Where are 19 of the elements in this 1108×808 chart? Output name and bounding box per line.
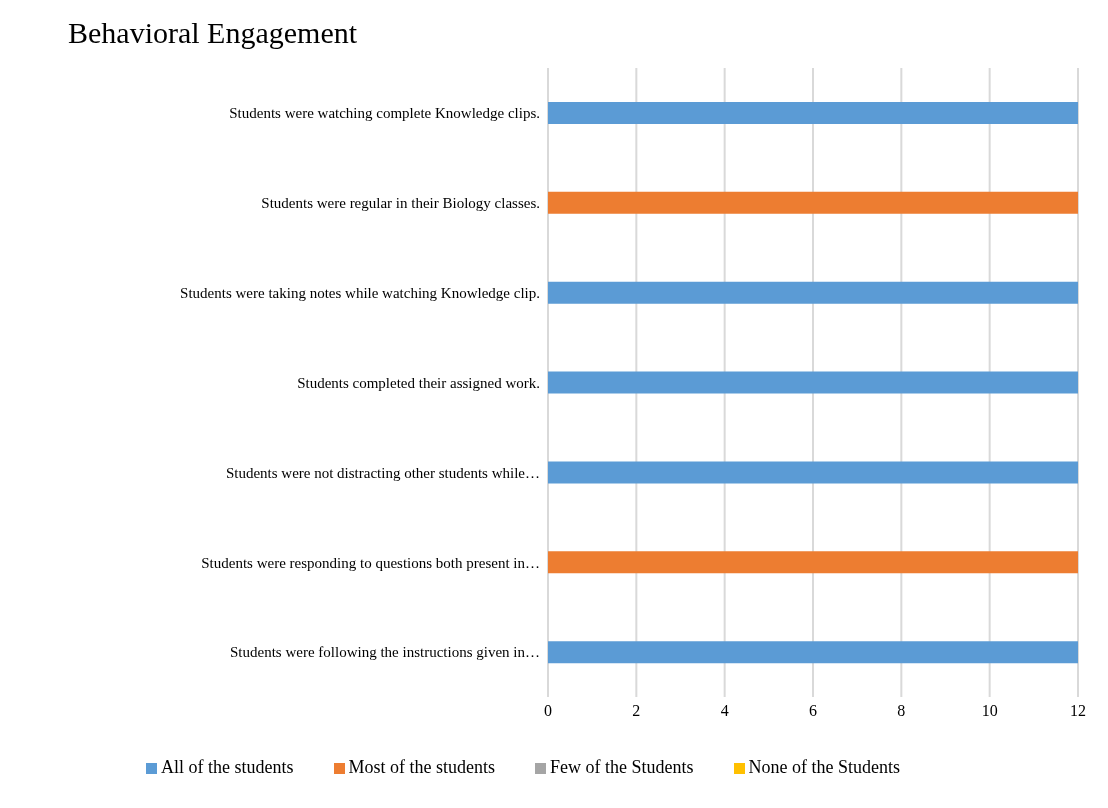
x-tick-label: 8 bbox=[897, 702, 906, 720]
x-tick-label: 0 bbox=[544, 702, 552, 720]
x-tick-label: 10 bbox=[981, 702, 998, 720]
legend-label: Few of the Students bbox=[550, 757, 694, 777]
text: Behavioral Engagement bbox=[68, 16, 358, 50]
legend-label: None of the Students bbox=[748, 757, 900, 777]
y-tick-label: Students were regular in their Biology classes. bbox=[261, 195, 540, 212]
x-tick-label: 6 bbox=[809, 702, 817, 720]
y-tick-label: Students were responding to questions both present in… bbox=[201, 554, 540, 571]
y-tick-label: Students were taking notes while watching Knowledge clip. bbox=[180, 284, 540, 301]
y-tick-label: Students completed their assigned work. bbox=[297, 374, 540, 391]
legend-label: All of the students bbox=[161, 757, 294, 777]
x-tick-label: 12 bbox=[1070, 702, 1086, 720]
x-tick-label: 4 bbox=[720, 702, 729, 720]
x-tick-label: 2 bbox=[632, 702, 641, 720]
y-tick-label: Students were watching complete Knowledge clips. bbox=[229, 105, 540, 122]
y-tick-label: Students were not distracting other students while… bbox=[225, 464, 540, 481]
legend-label: Most of the students bbox=[348, 757, 495, 777]
y-tick-label: Students were following the instructions given in… bbox=[230, 644, 540, 661]
